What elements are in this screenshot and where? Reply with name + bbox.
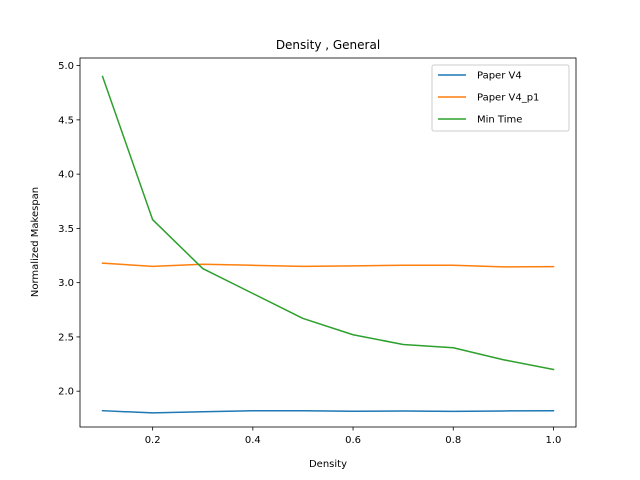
legend-box: [431, 64, 570, 132]
x-tick-label: 0.2: [145, 435, 161, 446]
legend-label: Min Time: [477, 115, 522, 126]
x-tick-label: 1.0: [546, 435, 562, 446]
plot-frame: [79, 57, 577, 428]
x-axis-label: Density: [309, 459, 347, 470]
y-tick-label: 3.0: [58, 278, 74, 289]
series-line-0: [101, 409, 555, 414]
y-tick-label: 3.5: [58, 224, 74, 235]
y-tick-label: 2.0: [58, 387, 74, 398]
x-tick-label: 0.4: [245, 435, 261, 446]
legend-label: Paper V4: [477, 71, 522, 82]
y-tick-label: 4.0: [58, 170, 74, 181]
series-layer: [101, 75, 555, 414]
y-tick-label: 4.5: [58, 115, 74, 126]
series-line-1: [101, 262, 555, 268]
y-tick-label: 5.0: [58, 61, 74, 72]
chart-title: Density , General: [276, 38, 380, 52]
x-tick-label: 0.8: [445, 435, 461, 446]
legend: Paper V4 Paper V4_p1 Min Time: [431, 64, 570, 132]
x-tick-label: 0.6: [345, 435, 361, 446]
y-tick-label: 2.5: [58, 332, 74, 343]
legend-label: Paper V4_p1: [477, 93, 539, 104]
y-axis-label: Normalized Makespan: [30, 187, 41, 297]
ticks-layer: 0.2 0.4 0.6 0.8 1.0 2.0 2.5 3.0 3.5 4.0 4.5 5.0: [58, 61, 561, 446]
series-line-2: [101, 75, 555, 371]
